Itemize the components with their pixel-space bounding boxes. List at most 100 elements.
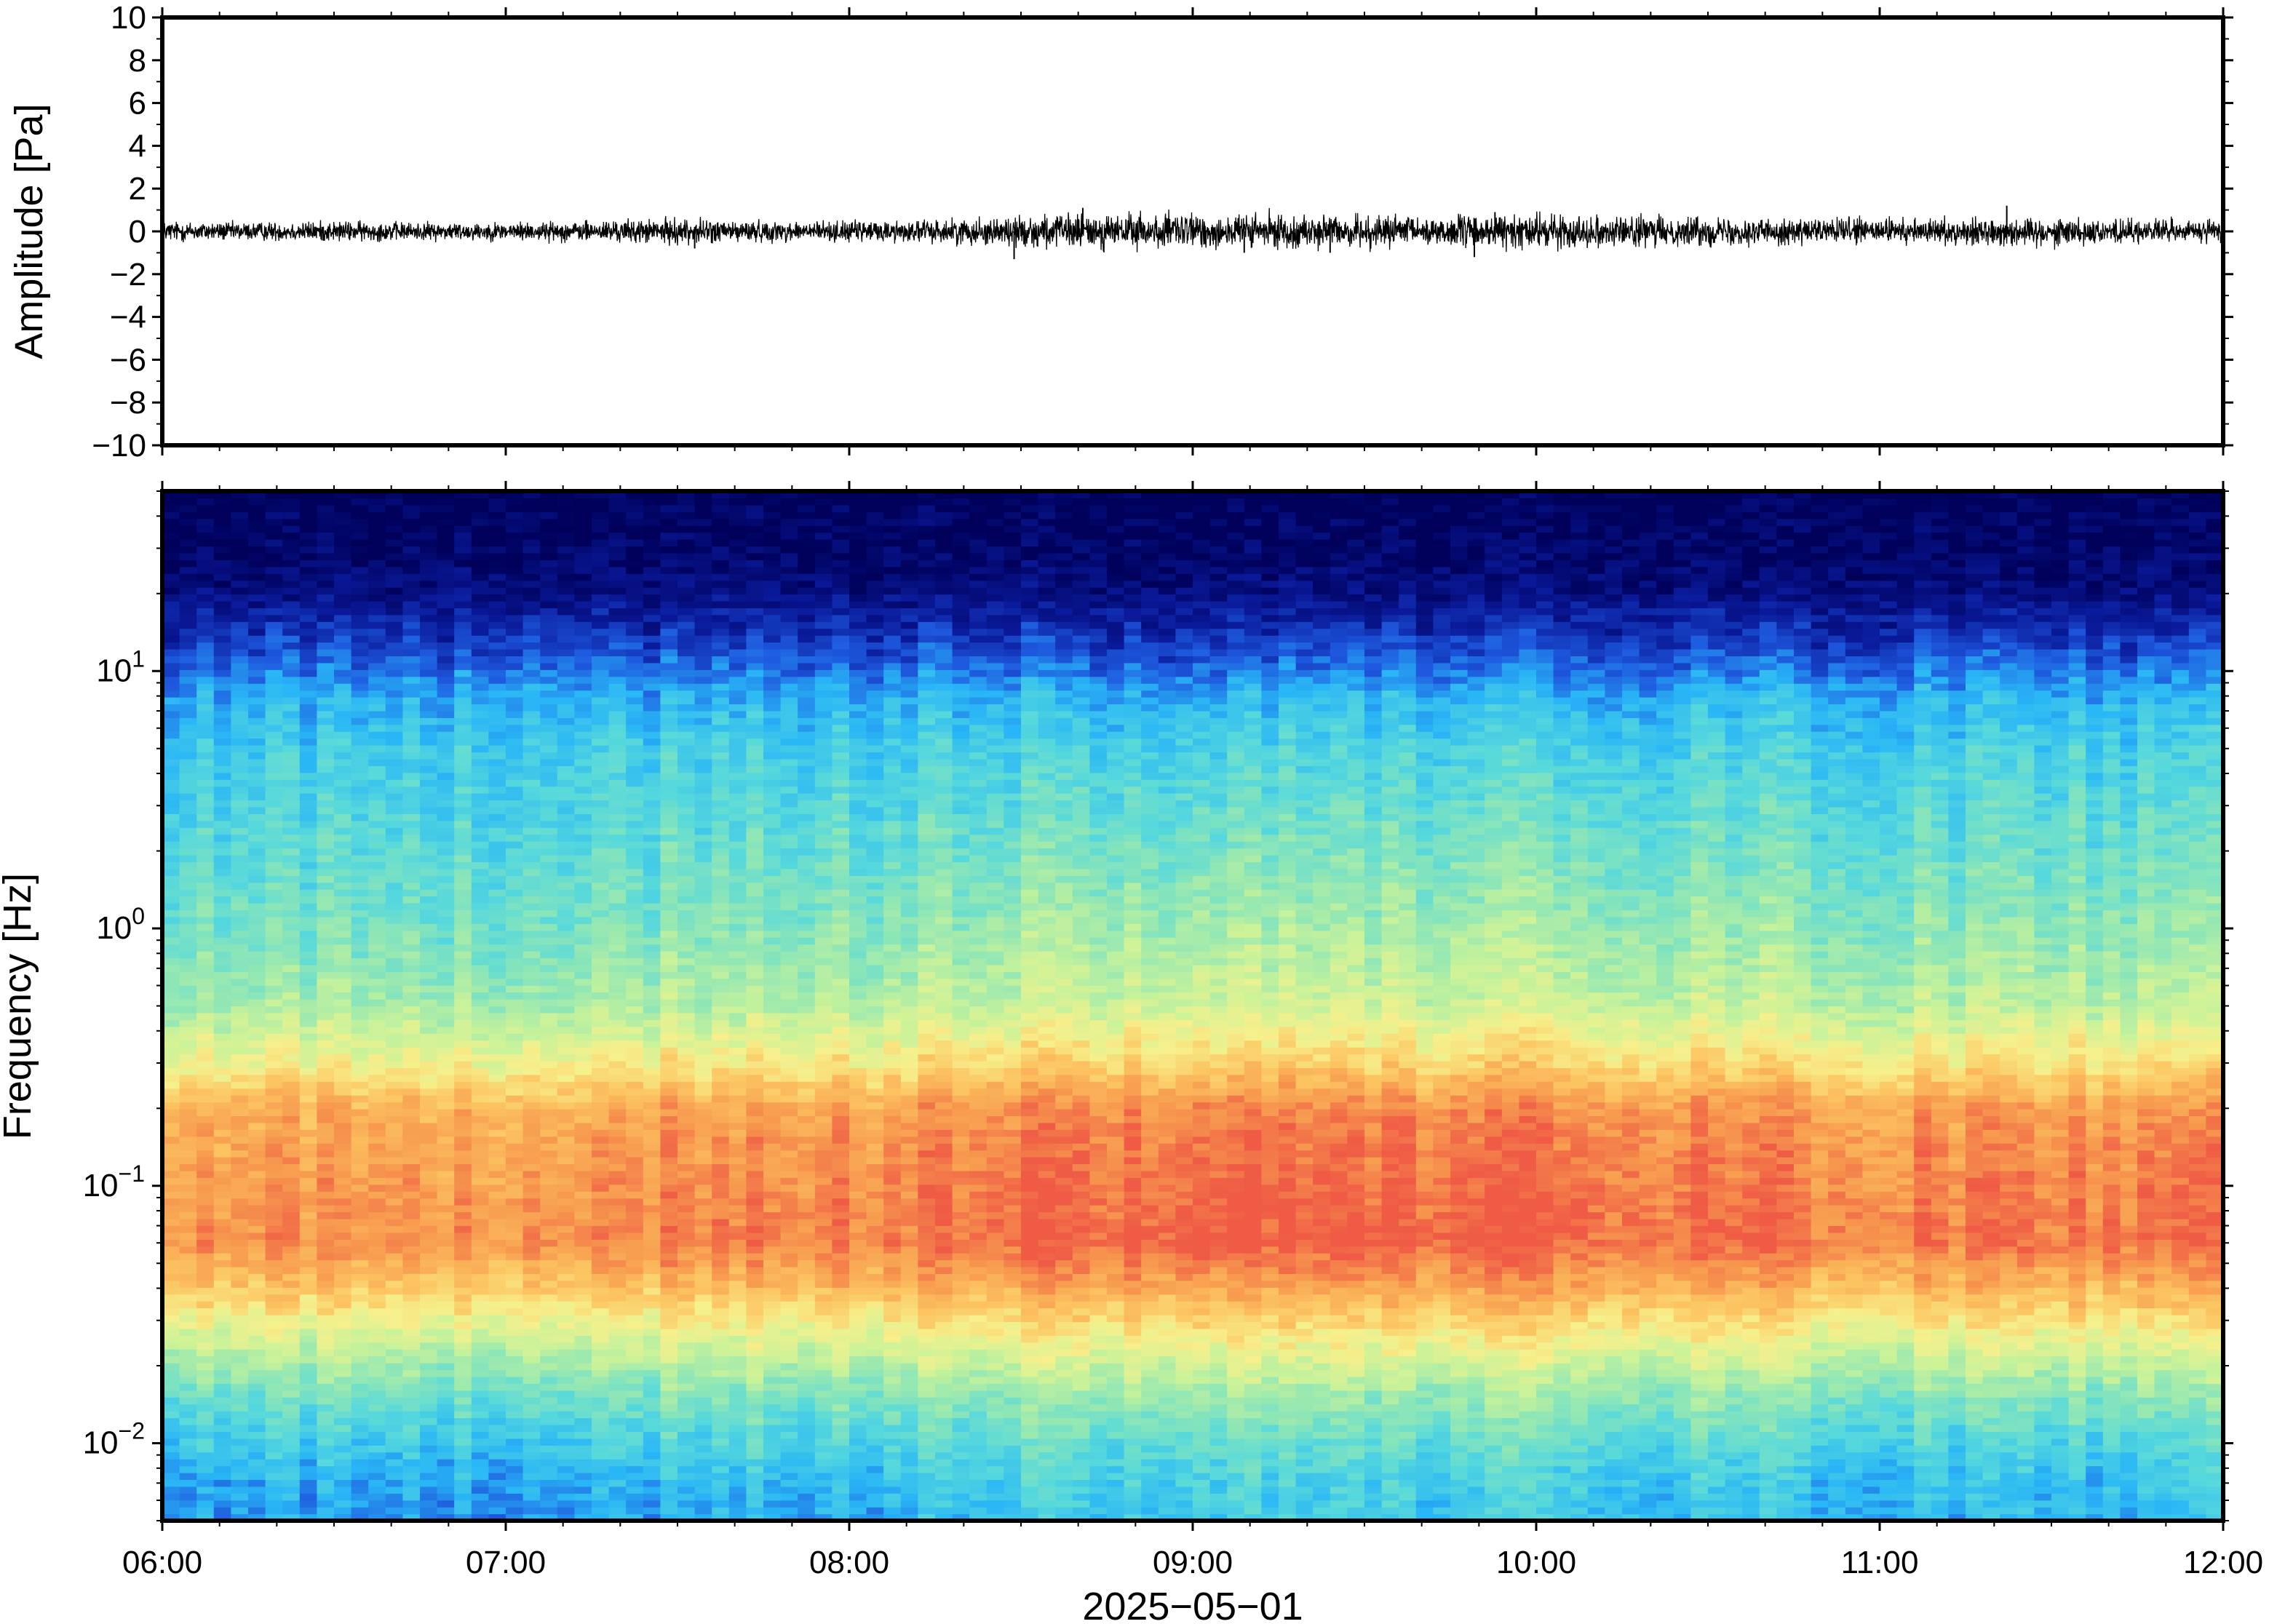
spectrogram-cell — [368, 1390, 386, 1398]
spectrogram-cell — [334, 958, 352, 966]
spectrogram-cell — [522, 1335, 541, 1343]
spectrogram-cell — [385, 1163, 403, 1171]
spectrogram-cell — [231, 532, 249, 540]
spectrogram-cell — [248, 1102, 266, 1110]
spectrogram-cell — [282, 1404, 301, 1412]
spectrogram-cell — [694, 690, 712, 698]
spectrogram-cell — [608, 1363, 627, 1371]
spectrogram-cell — [402, 951, 421, 959]
spectrogram-cell — [643, 662, 661, 670]
spectrogram-cell — [248, 1060, 266, 1068]
spectrogram-cell — [385, 662, 403, 670]
spectrogram-cell — [334, 546, 352, 554]
spectrogram-cell — [488, 1486, 506, 1494]
spectrogram-cell — [643, 552, 661, 560]
spectrogram-cell — [488, 827, 506, 835]
spectrogram-cell — [454, 1315, 472, 1323]
spectrogram-cell — [488, 752, 506, 760]
spectrogram-cell — [712, 1315, 730, 1323]
spectrogram-cell — [213, 903, 231, 911]
spectrogram-cell — [660, 1472, 678, 1480]
spectrogram-cell — [179, 848, 197, 856]
spectrogram-cell — [574, 909, 592, 918]
spectrogram-cell — [592, 1321, 610, 1329]
spectrogram-cell — [385, 1006, 403, 1014]
spectrogram-cell — [506, 587, 524, 595]
spectrogram-cell — [592, 1205, 610, 1213]
spectrogram-cell — [368, 854, 386, 862]
spectrogram-cell — [660, 1191, 678, 1199]
spectrogram-cell — [643, 525, 661, 533]
spectrogram-cell — [694, 614, 712, 622]
spectrogram-cell — [351, 1404, 369, 1412]
spectrogram-cell — [213, 985, 231, 993]
spectrogram-cell — [213, 724, 231, 732]
spectrogram-cell — [592, 923, 610, 931]
spectrogram-cell — [540, 1150, 558, 1158]
spectrogram-cell — [557, 1479, 575, 1487]
spectrogram-cell — [660, 676, 678, 684]
spectrogram-cell — [626, 717, 644, 725]
spectrogram-cell — [162, 566, 180, 574]
spectrogram-cell — [213, 608, 231, 616]
spectrogram-cell — [196, 1047, 215, 1055]
spectrogram-cell — [162, 848, 180, 856]
spectrogram-cell — [231, 1143, 249, 1151]
spectrogram-cell — [162, 608, 180, 616]
spectrogram-cell — [351, 992, 369, 1000]
spectrogram-cell — [574, 1239, 592, 1247]
spectrogram-cell — [402, 1026, 421, 1034]
spectrogram-cell — [196, 608, 215, 616]
spectrogram-cell — [231, 656, 249, 664]
spectrogram-cell — [231, 1150, 249, 1158]
spectrogram-cell — [506, 820, 524, 828]
spectrogram-cell — [557, 552, 575, 560]
spectrogram-cell — [608, 1239, 627, 1247]
spectrogram-cell — [162, 1115, 180, 1123]
spectrogram-cell — [643, 1445, 661, 1453]
spectrogram-cell — [385, 1088, 403, 1096]
spectrogram-cell — [437, 1088, 455, 1096]
spectrogram-cell — [299, 1040, 317, 1048]
spectrogram-cell — [385, 806, 403, 814]
spectrogram-cell — [454, 1431, 472, 1439]
spectrogram-cell — [437, 648, 455, 656]
spectrogram-cell — [608, 608, 627, 616]
spectrogram-cell — [213, 600, 231, 608]
spectrogram-cell — [334, 1465, 352, 1473]
spectrogram-cell — [574, 1246, 592, 1254]
spectrogram-cell — [420, 868, 438, 876]
spectrogram-cell — [608, 573, 627, 581]
spectrogram-cell — [437, 738, 455, 746]
spectrogram-cell — [471, 1500, 489, 1508]
spectrogram-cell — [522, 697, 541, 705]
spectrogram-cell — [608, 552, 627, 560]
spectrogram-cell — [248, 1198, 266, 1206]
spectrogram-cell — [643, 1019, 661, 1027]
spectrogram-cell — [231, 710, 249, 718]
spectrogram-cell — [351, 786, 369, 794]
spectrogram-cell — [368, 704, 386, 712]
spectrogram-cell — [506, 532, 524, 540]
spectrogram-cell — [368, 1273, 386, 1281]
spectrogram-cell — [694, 745, 712, 753]
spectrogram-cell — [488, 985, 506, 993]
spectrogram-cell — [351, 793, 369, 801]
spectrogram-cell — [660, 1465, 678, 1473]
spectrogram-cell — [454, 1356, 472, 1364]
spectrogram-cell — [488, 1383, 506, 1391]
spectrogram-cell — [608, 1102, 627, 1110]
spectrogram-cell — [557, 656, 575, 664]
spectrogram-cell — [540, 560, 558, 568]
spectrogram-cell — [351, 648, 369, 656]
spectrogram-cell — [420, 820, 438, 828]
spectrogram-cell — [712, 1472, 730, 1480]
spectrogram-cell — [454, 539, 472, 547]
spectrogram-cell — [694, 1335, 712, 1343]
spectrogram-cell — [282, 621, 301, 629]
spectrogram-cell — [454, 717, 472, 725]
spectrogram-cell — [437, 491, 455, 499]
spectrogram-cell — [402, 1047, 421, 1055]
spectrogram-cell — [471, 1184, 489, 1192]
spectrogram-cell — [368, 1047, 386, 1055]
